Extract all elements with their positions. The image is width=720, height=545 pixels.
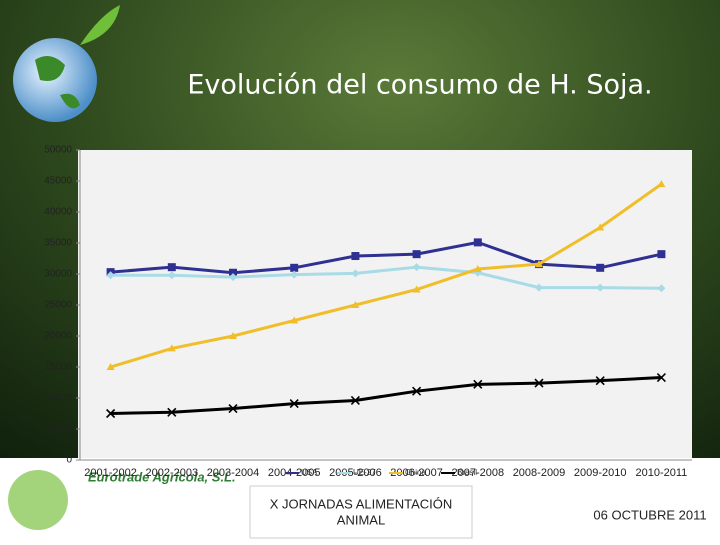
date: 06 OCTUBRE 2011 (593, 507, 706, 522)
y-tick-label: 30000 (44, 269, 72, 280)
y-tick-label: 35000 (44, 238, 72, 249)
y-tick-label: 50000 (44, 145, 72, 156)
marker (228, 403, 238, 414)
y-tick-label: 0 (66, 455, 72, 466)
marker (596, 283, 605, 292)
event-box (249, 485, 473, 539)
y-tick-label: 10000 (44, 393, 72, 404)
marker (595, 376, 605, 386)
x-tick-label: 2005-2006 (329, 467, 382, 479)
marker (229, 273, 237, 282)
marker (167, 263, 176, 272)
marker (596, 263, 605, 272)
series-line (110, 240, 662, 275)
marker (106, 408, 116, 419)
y-tick-label: 45000 (44, 176, 72, 187)
series-line (110, 182, 663, 369)
company-logo (8, 470, 68, 530)
marker (167, 271, 176, 280)
marker (350, 395, 360, 406)
x-tick-label: 2010-2011 (636, 467, 688, 479)
legend-label: Brasil (457, 468, 477, 477)
marker (473, 379, 483, 389)
legend-label: USA (301, 468, 318, 477)
marker (412, 250, 421, 259)
x-tick-label: 2007-2008 (451, 467, 504, 479)
legend-label: UE-27 (353, 468, 376, 477)
marker (229, 332, 237, 339)
x-tick-label: 2002-2003 (145, 467, 198, 479)
marker (412, 386, 422, 396)
marker (473, 265, 482, 273)
marker (534, 378, 544, 388)
x-tick-label: 2006-2007 (390, 467, 443, 479)
leaf (80, 5, 120, 45)
event-line-1: X JORNADAS ALIMENTACIÓN (270, 496, 453, 511)
marker (290, 270, 299, 279)
x-tick-label: 2001-2002 (84, 467, 137, 479)
marker (535, 283, 543, 292)
marker (106, 363, 115, 370)
marker (351, 252, 360, 261)
marker (167, 344, 176, 352)
chart-title: Evolución del consumo de H. Soja. (187, 70, 652, 101)
marker (106, 271, 115, 280)
series-line (110, 376, 662, 415)
marker (351, 301, 360, 308)
marker (290, 263, 299, 272)
marker (229, 268, 237, 277)
marker (535, 260, 543, 268)
event-line-2: ANIMAL (337, 512, 385, 527)
marker (657, 250, 666, 259)
marker (473, 238, 482, 247)
globe-land (35, 56, 80, 109)
series-line (110, 265, 662, 290)
y-tick-label: 15000 (44, 362, 72, 373)
marker (656, 372, 666, 383)
x-tick-label: 2008-2009 (513, 467, 566, 479)
marker (596, 223, 605, 231)
x-tick-label: 2009-2010 (574, 467, 627, 479)
marker (657, 180, 666, 188)
y-tick-label: 5000 (50, 424, 73, 435)
y-tick-label: 25000 (44, 300, 72, 311)
globe-logo (13, 38, 97, 122)
marker (290, 316, 299, 324)
marker (289, 399, 299, 409)
plot-area (78, 150, 692, 460)
marker (657, 284, 666, 293)
marker (412, 263, 421, 272)
marker (351, 269, 360, 278)
x-tick-label: 2003-2004 (207, 467, 260, 479)
marker (412, 285, 421, 293)
company-name: Eurotrade Agrícola, S.L. (88, 469, 236, 484)
y-tick-label: 40000 (44, 207, 72, 218)
y-tick-label: 20000 (44, 331, 72, 342)
marker (167, 407, 177, 417)
legend-label: China (405, 468, 426, 477)
